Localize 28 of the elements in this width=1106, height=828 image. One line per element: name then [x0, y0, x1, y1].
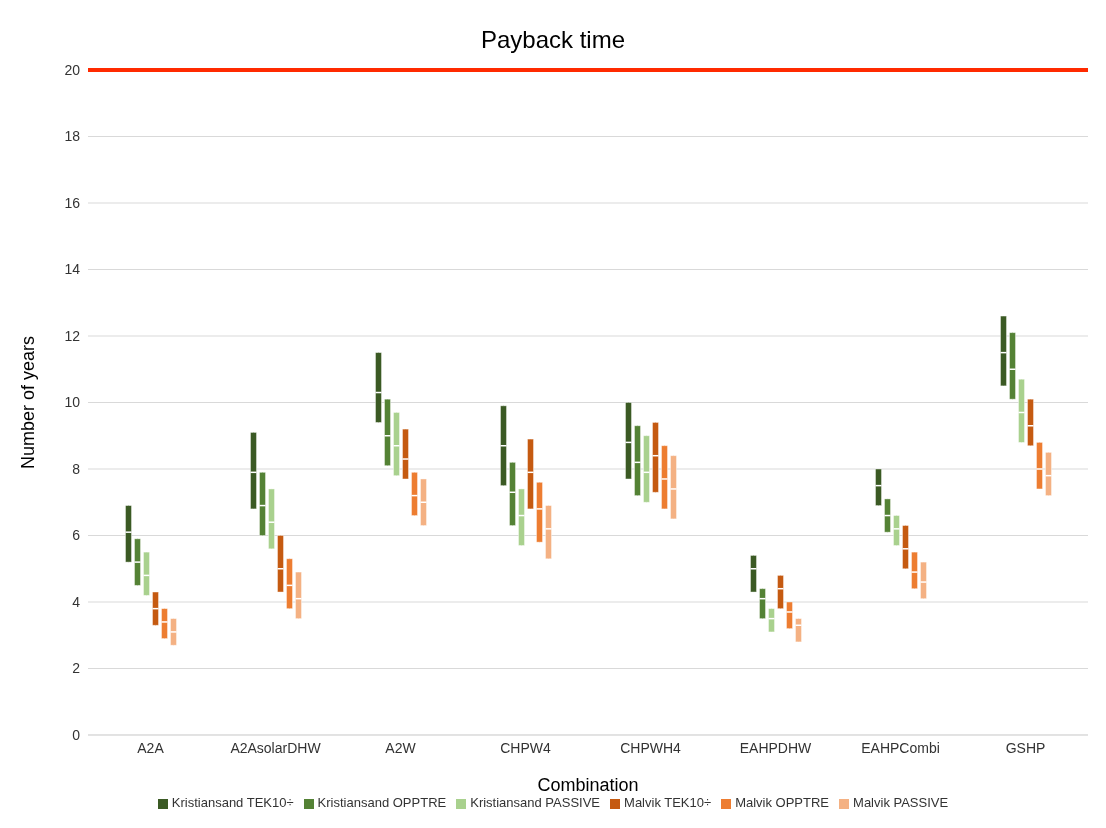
- legend-label: Kristiansand TEK10÷: [171, 795, 294, 810]
- x-tick-label: GSHP: [1005, 739, 1046, 756]
- x-axis-title: Combination: [537, 775, 639, 795]
- y-tick-label: 2: [72, 660, 81, 677]
- y-tick-label: 8: [72, 460, 81, 477]
- y-tick-label: 6: [72, 527, 81, 544]
- y-tick-label: 16: [64, 194, 81, 211]
- y-tick-label: 14: [64, 261, 81, 278]
- legend-label: Malvik TEK10÷: [624, 795, 712, 810]
- legend-label: Kristiansand OPPTRE: [317, 795, 447, 810]
- y-tick-label: 18: [64, 128, 81, 145]
- x-tick-label: A2A: [137, 739, 165, 756]
- x-tick-label: CHPW4: [500, 739, 551, 756]
- x-tick-label: EAHPDHW: [739, 739, 813, 756]
- y-tick-label: 20: [64, 61, 81, 78]
- x-tick-label: A2AsolarDHW: [230, 739, 322, 756]
- y-tick-label: 12: [64, 327, 81, 344]
- y-tick-label: 4: [72, 593, 81, 610]
- chart-title: Payback time: [479, 25, 627, 55]
- legend-label: Malvik OPPTRE: [735, 795, 830, 810]
- x-tick-label: A2W: [385, 739, 417, 756]
- y-tick-label: 10: [64, 394, 81, 411]
- x-tick-label: CHPWH4: [620, 739, 682, 756]
- x-tick-label: EAHPCombi: [861, 739, 940, 756]
- y-tick-label: 0: [72, 726, 81, 743]
- legend-label: Malvik PASSIVE: [853, 795, 949, 810]
- y-axis-title: Number of years: [18, 335, 39, 470]
- legend-label: Kristiansand PASSIVE: [470, 795, 601, 810]
